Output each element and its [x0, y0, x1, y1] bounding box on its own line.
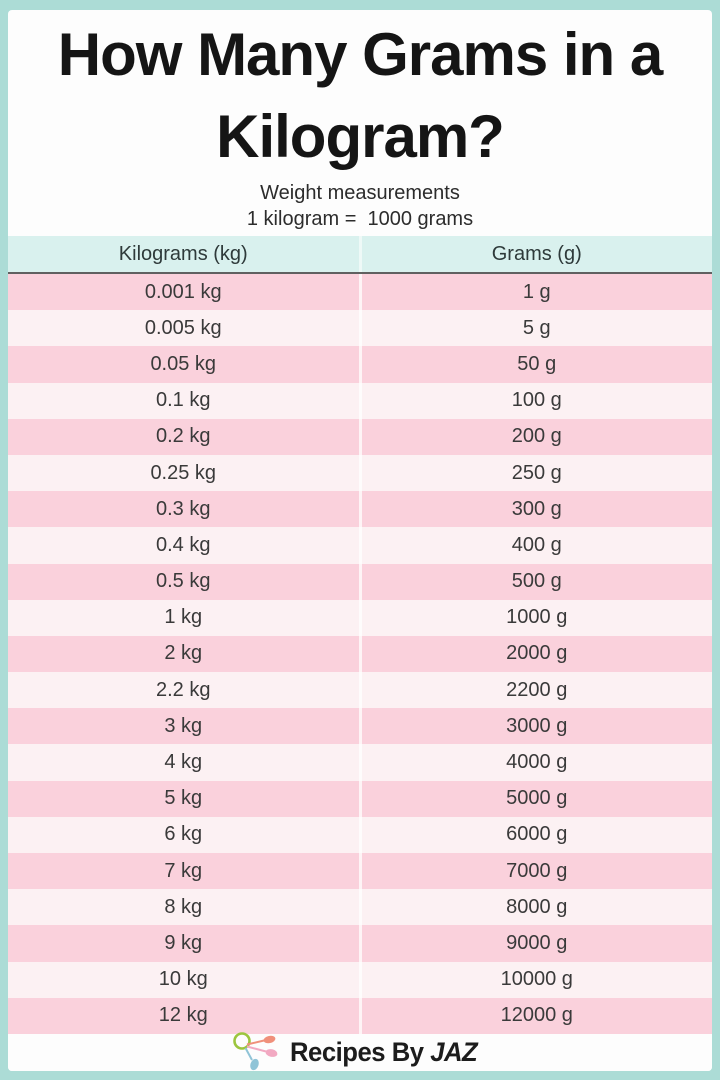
grams-cell: 400 g	[358, 527, 713, 564]
card: How Many Grams in a Kilogram? Weight mea…	[8, 10, 712, 1071]
grams-cell: 7000 g	[358, 853, 713, 890]
kilograms-cell: 0.005 kg	[144, 316, 222, 339]
table-row: 5 kg 5000 g	[8, 780, 713, 817]
table-row: 0.25 kg 250 g	[8, 454, 713, 492]
table-row: 7 kg 7000 g	[8, 853, 713, 890]
kilograms-cell: 0.001 kg	[144, 280, 222, 303]
kilograms-cell: 0.25 kg	[150, 461, 217, 484]
grams-cell: 3000 g	[358, 708, 713, 745]
grams-cell: 1 g	[358, 274, 713, 311]
grams-cell: 250 g	[358, 454, 713, 492]
page-title: How Many Grams in a Kilogram?	[57, 21, 664, 170]
brand-suffix: JAZ	[430, 1036, 479, 1067]
grams-cell: 300 g	[358, 491, 713, 528]
table-row: 6 kg 6000 g	[8, 816, 713, 853]
kilograms-cell: 4 kg	[164, 751, 203, 774]
table-row: 2 kg 2000 g	[8, 635, 713, 673]
grams-cell: 8000 g	[358, 889, 713, 926]
table-row: 0.4 kg 400 g	[8, 527, 713, 564]
kilograms-cell: 0.05 kg	[150, 352, 217, 375]
kilograms-cell: 0.2 kg	[156, 425, 211, 448]
table-row: 9 kg 9000 g	[8, 925, 713, 962]
grams-cell: 100 g	[358, 382, 713, 419]
kilograms-cell: 0.3 kg	[156, 497, 211, 520]
table-row: 0.1 kg 100 g	[8, 382, 713, 419]
kilograms-cell: 3 kg	[164, 714, 203, 737]
brand-name: Recipes By JAZ	[290, 1036, 479, 1068]
kilograms-cell: 2 kg	[164, 642, 203, 665]
column-header-kilograms: Kilograms (kg)	[118, 242, 248, 265]
grams-cell: 10000 g	[358, 961, 713, 998]
grams-cell: 2000 g	[358, 635, 713, 673]
table-row: 4 kg 4000 g	[8, 744, 713, 781]
measuring-spoons-icon	[233, 1032, 278, 1071]
table-row: 0.005 kg 5 g	[8, 310, 713, 347]
table-row: 0.2 kg 200 g	[8, 418, 713, 455]
kilograms-cell: 8 kg	[164, 895, 203, 918]
grams-cell: 500 g	[358, 563, 713, 600]
grams-cell: 4000 g	[358, 744, 713, 781]
table-body: 0.001 kg 1 g 0.005 kg 5 g 0.05 kg 50 g 0.1 kg 1…	[8, 274, 712, 1034]
table-row: 8 kg 8000 g	[8, 889, 713, 926]
grams-cell: 50 g	[358, 346, 713, 383]
kilograms-cell: 5 kg	[164, 787, 203, 810]
grams-cell: 5000 g	[358, 780, 713, 817]
kilograms-cell: 1 kg	[164, 606, 203, 629]
grams-cell: 6000 g	[358, 816, 713, 853]
grams-cell: 9000 g	[358, 925, 713, 962]
brand-prefix: Recipes By	[290, 1036, 424, 1067]
table-row: 0.3 kg 300 g	[8, 491, 713, 528]
kilograms-cell: 2.2 kg	[156, 678, 211, 701]
grams-cell: 200 g	[358, 418, 713, 455]
kilograms-cell: 0.5 kg	[156, 570, 211, 593]
column-header-grams: Grams (g)	[358, 236, 713, 272]
table-row: 12 kg 12000 g	[8, 997, 713, 1034]
table-row: 10 kg 10000 g	[8, 961, 713, 998]
kilograms-cell: 9 kg	[164, 931, 203, 954]
kilograms-cell: 0.1 kg	[156, 389, 211, 412]
grams-cell: 2200 g	[358, 672, 713, 709]
conversion-equation: 1 kilogram = 1000 grams	[246, 208, 474, 230]
conversion-table: Kilograms (kg) Grams (g) 0.001 kg 1 g 0.00…	[8, 236, 712, 1034]
grams-cell: 5 g	[358, 310, 713, 347]
table-row: 3 kg 3000 g	[8, 708, 713, 745]
table-row: 0.5 kg 500 g	[8, 563, 713, 600]
table-row: 0.05 kg 50 g	[8, 346, 713, 383]
kilograms-cell: 10 kg	[158, 968, 208, 991]
table-header-row: Kilograms (kg) Grams (g)	[8, 236, 712, 274]
kilograms-cell: 6 kg	[164, 823, 203, 846]
grams-cell: 1000 g	[358, 599, 713, 636]
kilograms-cell: 0.4 kg	[156, 533, 211, 556]
kilograms-cell: 7 kg	[164, 859, 203, 882]
grams-cell: 12000 g	[358, 997, 713, 1034]
table-row: 2.2 kg 2200 g	[8, 672, 713, 709]
footer: Recipes By JAZ	[8, 1032, 712, 1071]
table-row: 0.001 kg 1 g	[8, 274, 713, 311]
kilograms-cell: 12 kg	[158, 1004, 208, 1027]
subtitle: Weight measurements	[260, 182, 460, 204]
table-row: 1 kg 1000 g	[8, 599, 713, 636]
